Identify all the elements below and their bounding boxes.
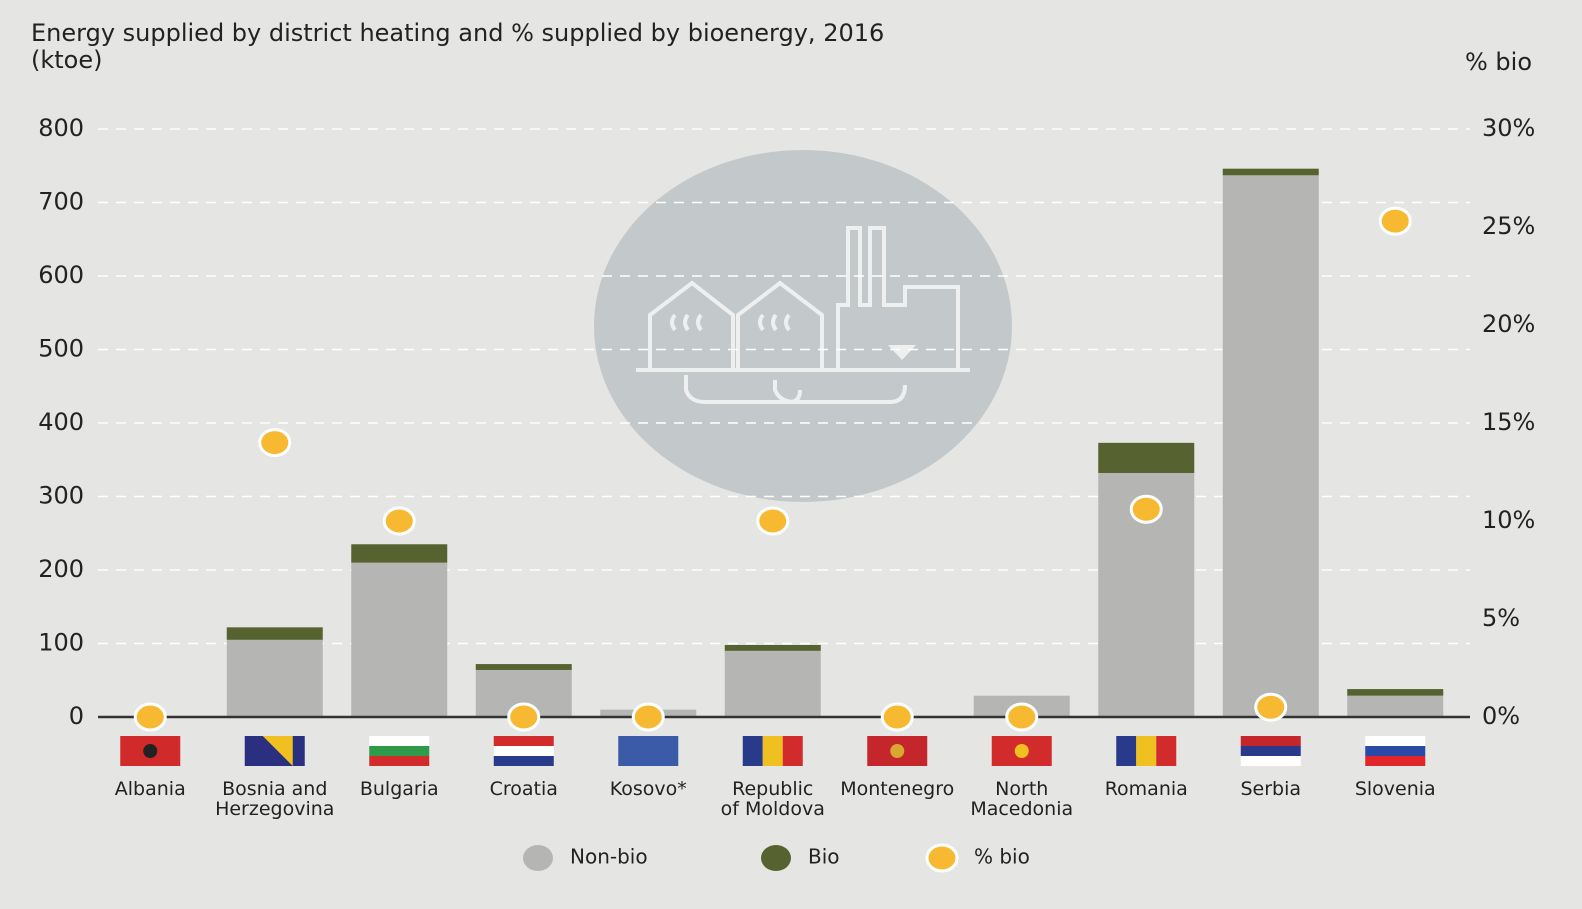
- flag: [1240, 736, 1301, 766]
- flag: [244, 736, 305, 766]
- bar-segment: [1347, 689, 1444, 696]
- y2-tick-label: 15%: [1482, 408, 1535, 436]
- y-tick-label: 300: [38, 482, 84, 510]
- x-tick-label: Serbia: [1240, 778, 1302, 800]
- flag: [120, 736, 181, 766]
- legend-swatch: [925, 843, 959, 873]
- y-tick-label: 800: [38, 114, 84, 142]
- bio-share-dot: [1129, 494, 1163, 524]
- bio-share-dot: [507, 702, 541, 732]
- chart-title: Energy supplied by district heating and …: [31, 19, 884, 47]
- legend-item: Non-bio: [523, 845, 648, 871]
- bio-share-dot: [1378, 206, 1412, 236]
- flag-part: [1365, 746, 1426, 756]
- flag: [742, 736, 803, 766]
- y2-tick-label: 5%: [1482, 604, 1520, 632]
- flag-part: [493, 756, 554, 766]
- y-tick-label: 500: [38, 335, 84, 363]
- flag: [369, 736, 430, 766]
- y-tick-label: 200: [38, 555, 84, 583]
- flag-part: [493, 736, 554, 746]
- flag-part: [1116, 736, 1137, 766]
- bio-share-dot: [258, 428, 292, 458]
- flag-part: [1014, 744, 1029, 758]
- y2-tick-label: 10%: [1482, 506, 1535, 534]
- bar-segment: [1222, 175, 1319, 717]
- flag-part: [1365, 756, 1426, 766]
- flag-part: [890, 744, 905, 758]
- y-tick-label: 700: [38, 188, 84, 216]
- legend-swatch: [523, 845, 553, 871]
- bar-segment: [226, 627, 323, 640]
- x-tick-label: Bulgaria: [359, 778, 439, 800]
- x-tick-label: Slovenia: [1354, 778, 1436, 800]
- flag: [1365, 736, 1426, 766]
- bio-share-dot: [382, 506, 416, 536]
- bar-segment: [351, 562, 448, 717]
- bar-segment: [475, 664, 572, 670]
- bar-segment: [724, 650, 821, 717]
- flag-part: [742, 736, 763, 766]
- y2-tick-label: 30%: [1482, 114, 1535, 142]
- bio-share-dot: [133, 702, 167, 732]
- flag: [493, 736, 554, 766]
- bar-segment: [1347, 695, 1444, 717]
- x-tick-label: Albania: [114, 778, 186, 800]
- flag-part: [143, 744, 158, 758]
- y-tick-label: 600: [38, 261, 84, 289]
- bio-share-dot: [1005, 702, 1039, 732]
- legend-item: Bio: [761, 845, 840, 871]
- flag: [618, 736, 679, 766]
- flag-part: [262, 736, 293, 766]
- x-tick-label: North Macedonia: [970, 778, 1074, 820]
- y-tick-label: 0: [69, 702, 84, 730]
- bar-segment: [724, 644, 821, 651]
- flag: [867, 736, 928, 766]
- x-tick-label: Kosovo*: [609, 778, 687, 800]
- flag-part: [369, 736, 430, 746]
- y2-tick-label: 0%: [1482, 702, 1520, 730]
- flag: [991, 736, 1052, 766]
- y-tick-label: 400: [38, 408, 84, 436]
- y2-tick-label: 25%: [1482, 212, 1535, 240]
- flag-part: [618, 736, 679, 766]
- y2-axis-label: % bio: [1465, 48, 1532, 76]
- legend-swatch: [761, 845, 791, 871]
- bar-segment: [226, 639, 323, 717]
- flag-part: [1156, 736, 1177, 766]
- y-tick-label: 100: [38, 629, 84, 657]
- legend-label: % bio: [974, 845, 1030, 869]
- x-tick-label: Montenegro: [840, 778, 955, 800]
- legend-label: Non-bio: [570, 845, 648, 869]
- y2-tick-label: 20%: [1482, 310, 1535, 338]
- flag-part: [1240, 756, 1301, 766]
- bio-share-dot: [756, 506, 790, 536]
- flag-part: [493, 746, 554, 756]
- x-tick-label: Bosnia and Herzegovina: [215, 778, 335, 820]
- legend-label: Bio: [808, 845, 840, 869]
- legend-item: % bio: [925, 843, 1030, 873]
- flag-part: [1240, 746, 1301, 756]
- bio-share-dot: [631, 702, 665, 732]
- bar-segment: [1098, 442, 1195, 473]
- flag-part: [1136, 736, 1157, 766]
- flag-part: [369, 746, 430, 756]
- flag-part: [762, 736, 783, 766]
- bar-segment: [351, 544, 448, 563]
- bio-share-dot: [1254, 692, 1288, 722]
- flag-part: [782, 736, 803, 766]
- bar-segment: [1222, 168, 1319, 176]
- flag-part: [1240, 736, 1301, 746]
- flag-part: [1365, 736, 1426, 746]
- x-tick-label: Croatia: [489, 778, 558, 800]
- y-axis-label: (ktoe): [31, 46, 102, 74]
- flag: [1116, 736, 1177, 766]
- x-tick-label: Romania: [1104, 778, 1188, 800]
- bio-share-dot: [880, 702, 914, 732]
- flag-part: [369, 756, 430, 766]
- x-tick-label: Republic of Moldova: [720, 778, 825, 820]
